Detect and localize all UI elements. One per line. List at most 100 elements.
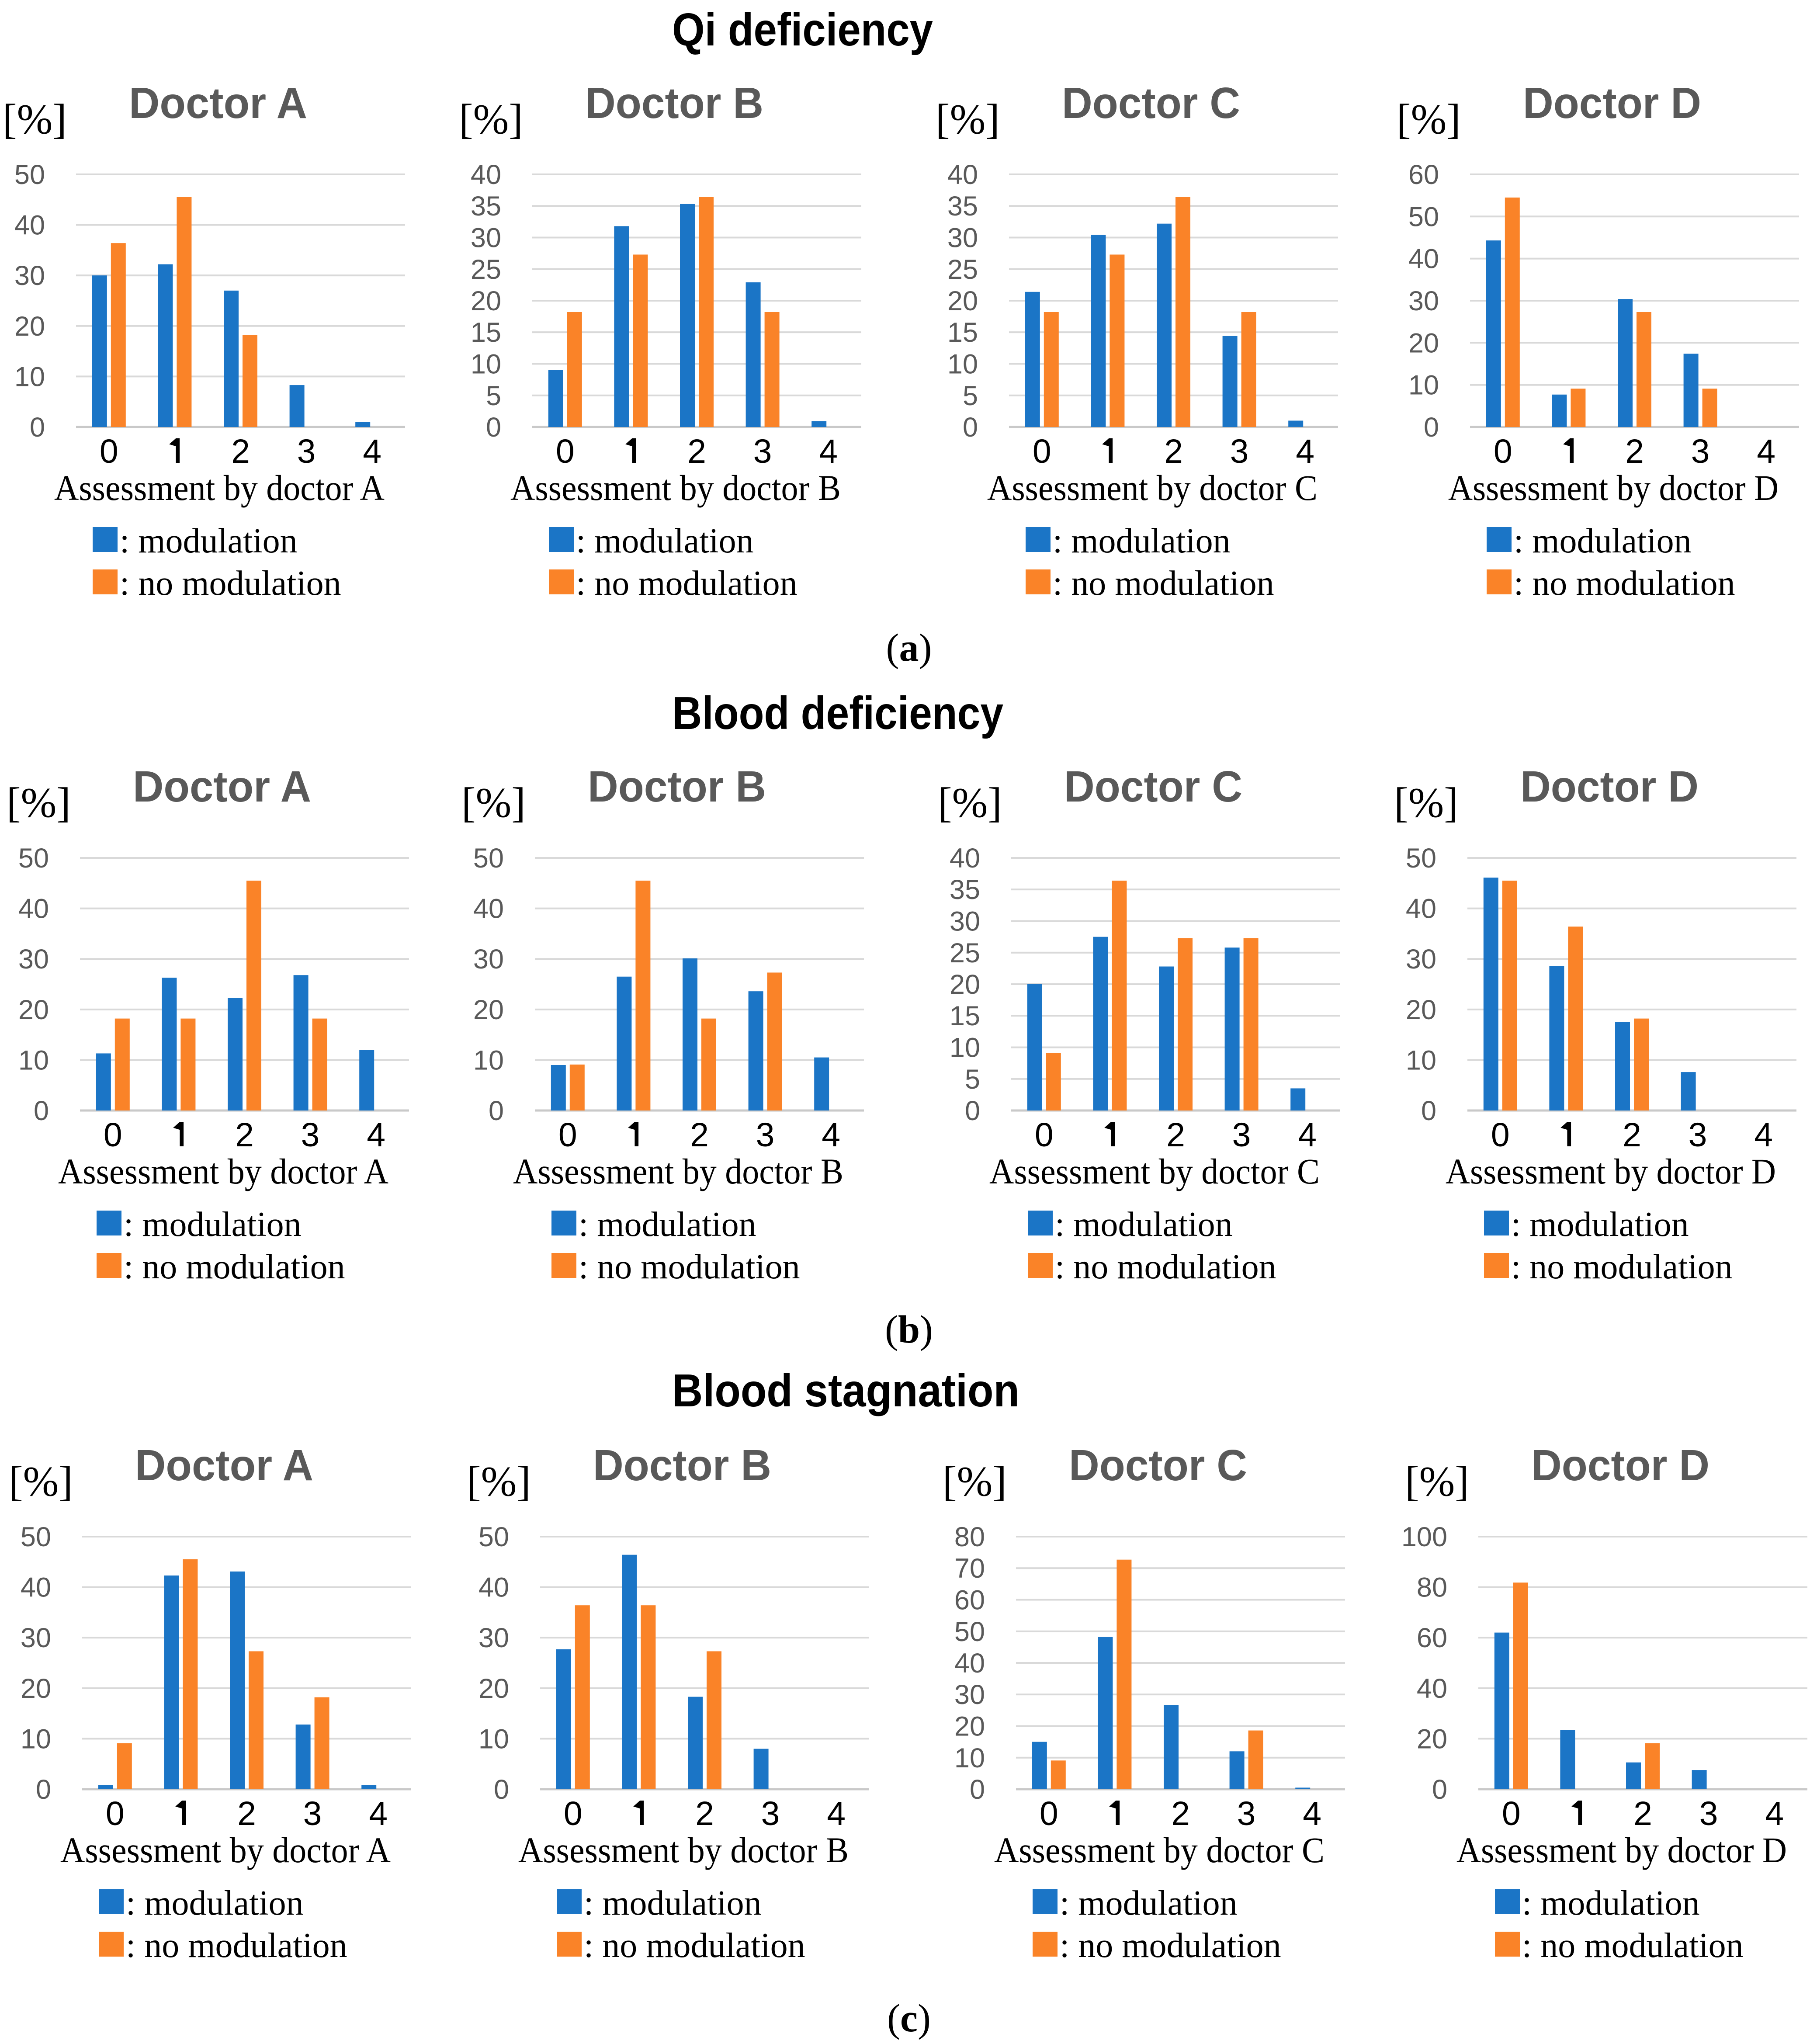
svg-text:40: 40	[471, 160, 501, 190]
svg-text:4: 4	[827, 1795, 846, 1832]
svg-text:Doctor A: Doctor A	[135, 1441, 313, 1490]
svg-text:20: 20	[954, 1711, 985, 1742]
svg-text:20: 20	[950, 969, 980, 1000]
svg-text:: no modulation: : no modulation	[576, 564, 798, 603]
svg-text:10: 10	[479, 1724, 509, 1754]
svg-text:3: 3	[761, 1795, 780, 1832]
svg-text:: modulation: : modulation	[124, 1205, 302, 1244]
svg-text:50: 50	[14, 160, 45, 190]
svg-text:4: 4	[363, 433, 381, 470]
svg-text:[%]: [%]	[467, 1458, 531, 1505]
svg-text:(b): (b)	[885, 1308, 933, 1351]
svg-text:(c): (c)	[887, 1997, 931, 2040]
svg-text:50: 50	[1408, 201, 1439, 232]
svg-text:0: 0	[36, 1774, 51, 1805]
svg-text:30: 30	[1406, 944, 1436, 975]
svg-text:40: 40	[479, 1572, 509, 1603]
svg-text:40: 40	[947, 160, 978, 190]
svg-text:40: 40	[950, 843, 980, 874]
svg-text:10: 10	[954, 1743, 985, 1773]
svg-text:[%]: [%]	[938, 779, 1002, 826]
svg-text:4: 4	[1303, 1795, 1321, 1832]
svg-text:Doctor A: Doctor A	[133, 762, 311, 811]
svg-text:Doctor D: Doctor D	[1520, 762, 1699, 811]
svg-text:0: 0	[30, 412, 45, 443]
svg-text:40: 40	[473, 894, 504, 924]
svg-text:80: 80	[1417, 1572, 1447, 1603]
svg-text:: no modulation: : no modulation	[1055, 1248, 1276, 1286]
svg-text:10: 10	[1408, 370, 1439, 401]
svg-text:15: 15	[950, 1001, 980, 1031]
svg-text:: modulation: : modulation	[1514, 522, 1692, 560]
svg-text:: no modulation: : no modulation	[1511, 1248, 1733, 1286]
svg-text:: modulation: : modulation	[120, 522, 298, 560]
svg-text:2: 2	[690, 1116, 709, 1154]
svg-text:0: 0	[34, 1096, 49, 1126]
svg-text:: no modulation: : no modulation	[1060, 1926, 1281, 1965]
svg-text:30: 30	[1408, 286, 1439, 316]
svg-text:10: 10	[471, 349, 501, 380]
svg-text:0: 0	[1432, 1774, 1447, 1805]
svg-text:2: 2	[1164, 433, 1183, 470]
svg-text:35: 35	[471, 191, 501, 222]
svg-text:20: 20	[1417, 1724, 1447, 1754]
svg-text:Assessment by doctor B: Assessment by doctor B	[518, 1830, 849, 1870]
svg-text:2: 2	[1623, 1116, 1641, 1154]
svg-text:50: 50	[954, 1617, 985, 1647]
svg-text:35: 35	[947, 191, 978, 222]
svg-text:20: 20	[473, 995, 504, 1025]
svg-text:Assessment by doctor D: Assessment by doctor D	[1446, 1151, 1776, 1191]
svg-text:20: 20	[14, 311, 45, 342]
svg-text:60: 60	[954, 1585, 985, 1616]
svg-text:: no modulation: : no modulation	[1053, 564, 1274, 603]
svg-text:35: 35	[950, 875, 980, 905]
svg-text:Doctor B: Doctor B	[593, 1441, 771, 1490]
svg-text:: no modulation: : no modulation	[124, 1248, 345, 1286]
svg-text:20: 20	[21, 1673, 51, 1704]
svg-text:Doctor D: Doctor D	[1523, 79, 1701, 128]
svg-text:20: 20	[1408, 328, 1439, 358]
svg-text:3: 3	[1232, 1116, 1251, 1154]
svg-text:60: 60	[1408, 160, 1439, 190]
svg-text:2: 2	[235, 1116, 254, 1154]
svg-text:[%]: [%]	[1397, 96, 1461, 143]
svg-text:[%]: [%]	[936, 96, 1000, 143]
svg-text:20: 20	[479, 1673, 509, 1704]
svg-text:60: 60	[1417, 1623, 1447, 1653]
svg-text:Qi deficiency: Qi deficiency	[672, 4, 933, 56]
svg-text:3: 3	[301, 1116, 320, 1154]
svg-text:[%]: [%]	[461, 779, 526, 826]
svg-text:4: 4	[819, 433, 838, 470]
svg-text:100: 100	[1401, 1522, 1447, 1552]
svg-text:4: 4	[367, 1116, 385, 1154]
svg-text:[%]: [%]	[7, 779, 71, 826]
svg-text:3: 3	[1699, 1795, 1718, 1832]
svg-text:0: 0	[1421, 1096, 1436, 1126]
svg-text:Assessment by doctor D: Assessment by doctor D	[1456, 1830, 1787, 1870]
svg-text:: modulation: : modulation	[1053, 522, 1231, 560]
svg-text:3: 3	[1691, 433, 1710, 470]
svg-text:[%]: [%]	[943, 1458, 1007, 1505]
svg-text:4: 4	[1296, 433, 1314, 470]
svg-text:2: 2	[695, 1795, 714, 1832]
svg-text:30: 30	[954, 1680, 985, 1710]
svg-text:3: 3	[756, 1116, 775, 1154]
svg-text:4: 4	[369, 1795, 388, 1832]
svg-text:25: 25	[950, 938, 980, 968]
svg-text:Assessment by doctor A: Assessment by doctor A	[54, 468, 385, 508]
svg-text:[%]: [%]	[3, 96, 67, 143]
svg-text:: no modulation: : no modulation	[1522, 1926, 1744, 1965]
svg-text:30: 30	[473, 944, 504, 975]
svg-text:30: 30	[947, 223, 978, 253]
svg-text:0: 0	[1491, 1116, 1510, 1154]
svg-text:2: 2	[687, 433, 706, 470]
svg-text:5: 5	[963, 381, 978, 411]
svg-text:3: 3	[1237, 1795, 1256, 1832]
svg-text:Assessment by doctor C: Assessment by doctor C	[989, 1151, 1320, 1191]
svg-text:(a): (a)	[886, 626, 932, 670]
svg-text:: modulation: : modulation	[576, 522, 754, 560]
svg-text:0: 0	[556, 433, 575, 470]
svg-text:0: 0	[489, 1096, 504, 1126]
svg-text:Doctor C: Doctor C	[1064, 762, 1242, 811]
svg-text:4: 4	[1765, 1795, 1784, 1832]
